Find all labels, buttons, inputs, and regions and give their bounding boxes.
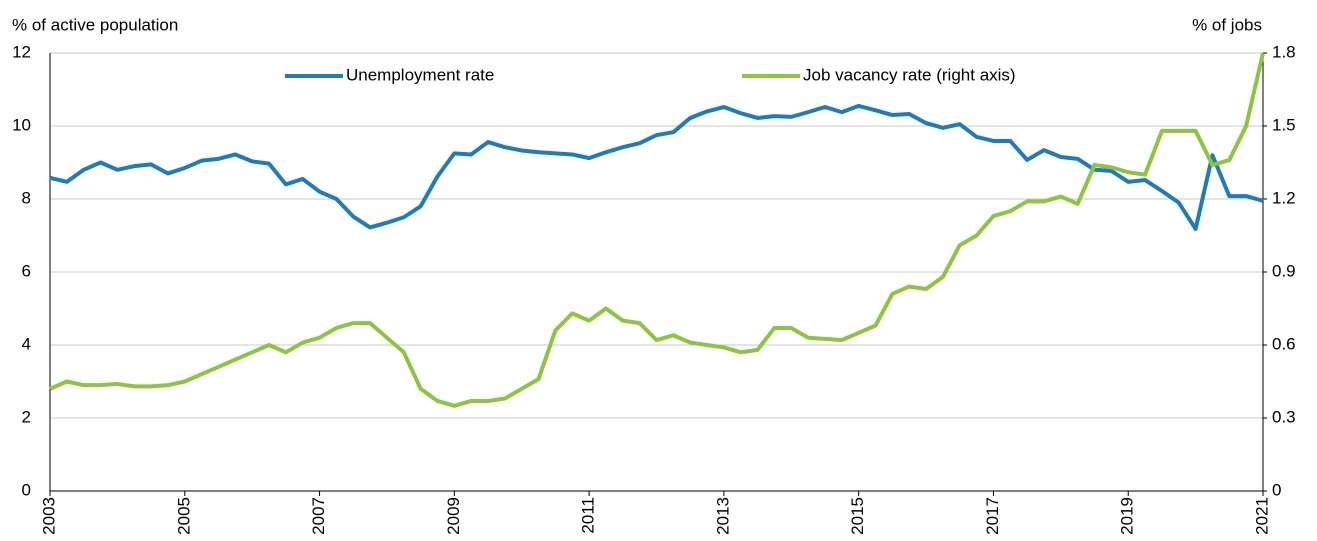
x-tick-label: 2009	[444, 497, 463, 535]
y2-tick-label: 1.8	[1272, 42, 1296, 61]
y2-tick-label: 0.9	[1272, 261, 1296, 280]
x-tick-label: 2013	[713, 497, 732, 535]
y-tick-label: 6	[22, 261, 31, 280]
series-line	[49, 52, 1265, 408]
x-tick-label: 2021	[1252, 497, 1271, 535]
x-tick-label: 2015	[848, 497, 867, 535]
x-tick-label: 2019	[1118, 497, 1137, 535]
legend-label: Unemployment rate	[346, 65, 494, 84]
y-tick-label: 10	[12, 115, 31, 134]
legend-label: Job vacancy rate (right axis)	[803, 65, 1016, 84]
x-tick-label: 2011	[579, 497, 598, 534]
y2-tick-label: 0.3	[1272, 407, 1296, 426]
y-tick-label: 0	[22, 480, 31, 499]
y2-tick-label: 1.5	[1272, 115, 1296, 134]
y-tick-label: 4	[22, 334, 31, 353]
x-tick-label: 2005	[174, 497, 193, 535]
y-tick-label: 2	[22, 407, 31, 426]
x-tick-label: 2017	[983, 497, 1002, 535]
y2-tick-label: 0	[1272, 480, 1281, 499]
x-tick-label: 2007	[309, 497, 328, 535]
x-tick-label: 2003	[39, 497, 58, 535]
y-tick-label: 8	[22, 188, 31, 207]
series-line	[49, 103, 1264, 231]
y-tick-label: 12	[12, 42, 31, 61]
y2-tick-label: 0.6	[1272, 334, 1296, 353]
y2-tick-label: 1.2	[1272, 188, 1296, 207]
y2-axis-label: % of jobs	[1192, 15, 1262, 34]
y-axis-label: % of active population	[12, 15, 178, 34]
